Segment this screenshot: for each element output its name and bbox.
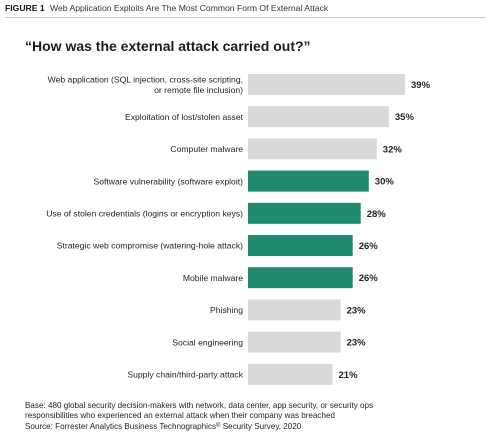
figure-title: Web Application Exploits Are The Most Co… <box>50 3 329 13</box>
footnote-base-line-1: Base: 480 global security decision-maker… <box>25 401 374 410</box>
category-label-2: Exploitation of lost/stolen asset <box>125 112 244 122</box>
footnote-source: Source: Forrester Analytics Business Tec… <box>25 421 373 432</box>
category-label-4: Software vulnerability (software exploit… <box>94 176 244 186</box>
bar-5 <box>248 202 361 224</box>
footnote-source-suffix: Security Survey, 2020 <box>220 422 302 431</box>
value-label-10: 21% <box>339 370 359 381</box>
category-label-1-line-1: Web application (SQL injection, cross-si… <box>48 75 243 85</box>
bar-4 <box>248 170 369 192</box>
value-label-9: 23% <box>347 338 367 349</box>
category-label-3: Computer malware <box>170 144 243 154</box>
bar-1 <box>248 74 405 95</box>
value-label-3: 32% <box>383 144 403 155</box>
category-label-1-line-2: or remote file inclusion) <box>154 85 243 95</box>
bar-9 <box>248 331 341 353</box>
value-label-1: 39% <box>411 80 431 91</box>
bar-chart: 39% Web application (SQL injection, cross… <box>46 74 431 385</box>
bar-3 <box>248 138 377 160</box>
value-label-6: 26% <box>359 241 379 252</box>
figure-header: FIGURE 1 Web Application Exploits Are Th… <box>5 2 486 18</box>
value-label-2: 35% <box>395 112 415 123</box>
footnote: Base: 480 global security decision-maker… <box>25 401 373 432</box>
category-label-5: Use of stolen credentials (logins or enc… <box>46 209 243 219</box>
value-label-7: 26% <box>359 273 379 284</box>
chart-title: “How was the external attack carried out… <box>25 38 311 54</box>
value-label-4: 30% <box>375 177 395 188</box>
bar-8 <box>248 299 341 321</box>
value-label-8: 23% <box>347 305 367 316</box>
bar-6 <box>248 235 353 256</box>
bar-7 <box>248 267 353 289</box>
footnote-base-line-2: responsibilities who experienced an exte… <box>25 411 335 420</box>
figure-number: FIGURE 1 <box>5 3 45 13</box>
value-label-5: 28% <box>367 209 387 220</box>
category-label-8: Phishing <box>210 305 243 315</box>
bar-10 <box>248 363 333 385</box>
footnote-source-prefix: Source: Forrester Analytics Business Tec… <box>25 422 217 431</box>
category-label-6: Strategic web compromise (watering-hole … <box>57 241 243 251</box>
category-label-10: Supply chain/third-party attack <box>127 370 243 380</box>
category-label-9: Social engineering <box>172 337 243 347</box>
category-label-7: Mobile malware <box>183 273 243 283</box>
bar-2 <box>248 106 389 128</box>
registered-mark: ® <box>216 423 221 429</box>
